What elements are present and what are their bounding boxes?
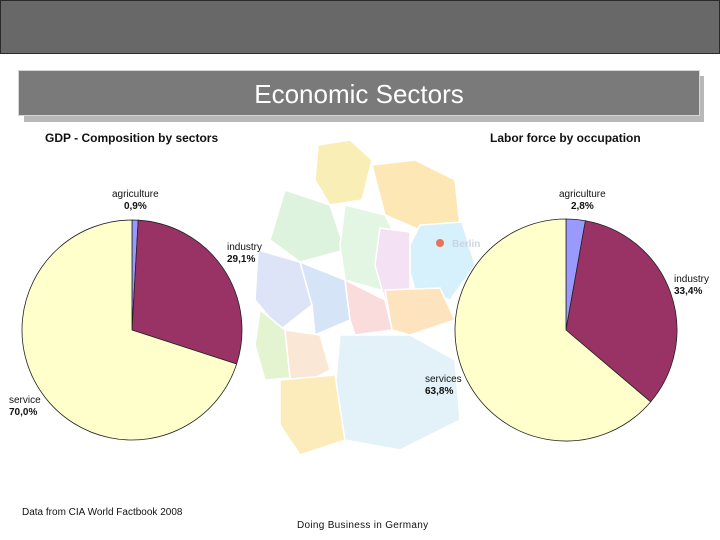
gdp-industry-slice [131, 219, 243, 365]
gdp-service-name: service [9, 395, 41, 406]
map-region-north [314, 139, 373, 206]
map-region-baden [279, 374, 346, 456]
map-region-saxony [384, 287, 457, 336]
footer-text: Doing Business in Germany [297, 520, 429, 531]
map-region-center [298, 260, 351, 337]
gdp-pie-chart [21, 219, 243, 441]
slide-title: Economic Sectors [254, 79, 464, 109]
gdp-agriculture-label: agriculture 0,9% [112, 189, 159, 213]
gdp-agriculture-name: agriculture [112, 189, 159, 200]
labor-industry-label: industry 33,4% [674, 274, 709, 298]
labor-industry-name: industry [674, 274, 710, 285]
map-region-thuringia [344, 278, 393, 336]
labor-service-slice [454, 218, 652, 442]
gdp-agriculture-value: 0,9% [123, 201, 147, 212]
labor-agriculture-name: agriculture [559, 189, 606, 200]
labor-services-value: 63,8% [425, 386, 454, 397]
labor-services-name: services [425, 374, 462, 385]
berlin-marker [436, 239, 444, 247]
gdp-service-slice [21, 219, 238, 441]
labor-services-label: services 63,8% [425, 374, 462, 398]
map-region-west-north [269, 189, 346, 263]
gdp-chart-title: GDP - Composition by sectors [45, 131, 219, 145]
header-bar [0, 0, 720, 54]
map-region-west [254, 249, 313, 332]
gdp-industry-name: industry [227, 242, 263, 253]
gdp-industry-label: industry 29,1% [227, 242, 262, 266]
berlin-label: Berlin [452, 239, 480, 250]
labor-industry-value: 33,4% [674, 286, 703, 297]
labor-chart-title: Labor force by occupation [490, 131, 641, 145]
gdp-service-label: service 70,0% [9, 395, 41, 419]
labor-agriculture-label: agriculture 2,8% [559, 189, 606, 213]
gdp-service-value: 70,0% [9, 407, 38, 418]
labor-pie-chart [454, 218, 678, 442]
map-region-rhineland [254, 308, 291, 381]
labor-agriculture-value: 2,8% [570, 201, 594, 212]
gdp-industry-value: 29,1% [227, 254, 256, 265]
labor-industry-slice [565, 220, 678, 403]
source-note: Data from CIA World Factbook 2008 [22, 507, 183, 518]
title-banner: Economic Sectors [18, 70, 700, 116]
